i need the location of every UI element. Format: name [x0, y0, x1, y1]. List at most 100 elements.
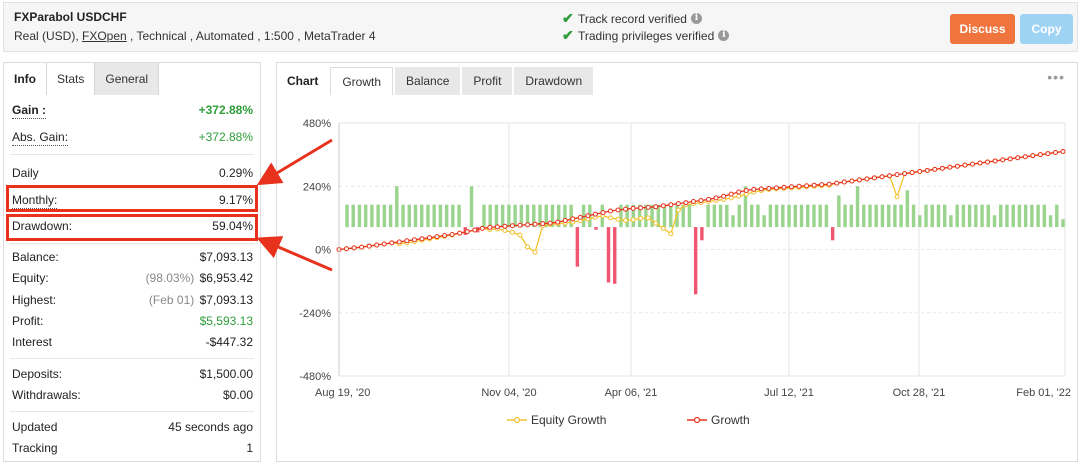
monthly-bar [550, 204, 555, 228]
equity-growth-point [653, 220, 659, 226]
tab-stats[interactable]: Stats [47, 63, 96, 95]
growth-point [789, 184, 794, 190]
growth-point [811, 182, 817, 188]
monthly-bar [681, 204, 685, 228]
growth-point [887, 173, 893, 179]
growth-point [344, 246, 350, 252]
monthly-bar [538, 204, 542, 228]
stat-label[interactable]: Monthly: [12, 193, 58, 209]
equity-growth-point [608, 215, 613, 221]
tab-profit[interactable]: Profit [462, 67, 513, 95]
stat-value: $0.00 [222, 388, 253, 402]
check-icon: ✔ [562, 10, 574, 26]
stat-label[interactable]: Gain : [12, 103, 47, 119]
highest-date: (Feb 01) [148, 293, 195, 307]
equity-growth-point [675, 207, 681, 213]
growth-point [690, 199, 696, 205]
stat-value: $1,500.00 [199, 367, 253, 381]
stat-label[interactable]: Abs. Gain: [12, 130, 69, 146]
monthly-bar [974, 204, 978, 228]
stat-value: 0.29% [218, 166, 253, 180]
info-icon[interactable]: i [718, 30, 730, 41]
growth-point [766, 185, 772, 191]
legend-growth[interactable]: Growth [687, 413, 750, 427]
stat-interest: Interest -$447.32 [4, 331, 260, 353]
monthly-bar [693, 227, 698, 295]
tab-chart[interactable]: Chart [277, 67, 329, 95]
tab-balance[interactable]: Balance [395, 67, 461, 95]
monthly-bar [967, 204, 972, 228]
stat-drawdown: Drawdown: 59.04% [4, 215, 260, 237]
monthly-bar [1017, 204, 1022, 228]
monthly-bar [725, 204, 729, 228]
growth-point [1030, 153, 1036, 159]
account-info: Real (USD), FXOpen , Technical , Automat… [14, 29, 376, 43]
account-details: , Technical , Automated , 1:500 , MetaTr… [126, 29, 376, 43]
tab-info[interactable]: Info [4, 63, 47, 95]
monthly-bar [999, 204, 1003, 228]
monthly-bar [768, 204, 773, 228]
discuss-button[interactable]: Discuss [950, 14, 1015, 44]
growth-point [464, 229, 470, 235]
stat-label[interactable]: Drawdown: [12, 219, 73, 233]
chart-grid [338, 122, 1066, 377]
monthly-bar [395, 186, 399, 228]
monthly-bar [911, 204, 916, 228]
monthly-bar [1011, 204, 1015, 228]
growth-point [1045, 151, 1051, 157]
monthly-bar [930, 204, 934, 228]
growth-point [864, 176, 870, 182]
stat-daily: Daily 0.29% [4, 162, 260, 184]
monthly-bar [544, 204, 548, 228]
stat-value: 9.17% [218, 193, 253, 207]
broker-link[interactable]: FXOpen [82, 29, 127, 43]
monthly-bar [363, 204, 368, 228]
monthly-bar [594, 227, 598, 230]
growth-point [796, 183, 802, 189]
monthly-bar [774, 204, 779, 228]
growth-point [743, 187, 749, 193]
equity-growth-legend-icon [507, 416, 527, 424]
monthly-bar [849, 204, 854, 228]
legend-equity-growth[interactable]: Equity Growth [507, 413, 606, 427]
equity-growth-point [894, 194, 900, 200]
monthly-bar [731, 215, 735, 228]
info-icon[interactable]: i [690, 13, 702, 24]
legend-label: Equity Growth [531, 413, 607, 427]
growth-point [660, 203, 666, 209]
equity-growth-point [638, 215, 644, 221]
account-type: Real (USD), [14, 29, 83, 43]
copy-button[interactable]: Copy [1020, 14, 1073, 44]
growth-point [366, 243, 372, 249]
equity-growth-point [615, 216, 621, 222]
equity-growth-point [517, 232, 523, 238]
monthly-bar [799, 204, 804, 228]
stat-value: $5,593.13 [199, 314, 253, 328]
stat-label: Highest: [12, 293, 57, 307]
monthly-bar [992, 215, 997, 228]
y-tick-label: -240% [299, 308, 331, 320]
growth-point [1007, 156, 1013, 162]
divider [10, 243, 254, 244]
y-tick-label: 0% [315, 245, 331, 257]
growth-point [555, 219, 561, 225]
growth-point [600, 210, 606, 216]
monthly-bar [862, 204, 866, 228]
growth-point [879, 174, 885, 180]
trading-privileges-label: Trading privileges verified [578, 28, 715, 43]
growth-point [1037, 152, 1043, 158]
stat-label: Updated [12, 420, 58, 434]
growth-point [359, 244, 365, 250]
divider [10, 358, 254, 359]
tab-drawdown[interactable]: Drawdown [514, 67, 594, 95]
monthly-bar [507, 204, 511, 228]
monthly-bar [488, 204, 492, 228]
monthly-bar [656, 204, 661, 228]
stat-value: +372.88% [198, 130, 253, 144]
tab-general[interactable]: General [95, 63, 160, 95]
growth-point [509, 223, 515, 229]
more-options-icon[interactable]: ••• [1047, 69, 1065, 85]
growth-point [826, 181, 832, 187]
tab-growth[interactable]: Growth [330, 67, 394, 95]
growth-point [713, 195, 719, 201]
